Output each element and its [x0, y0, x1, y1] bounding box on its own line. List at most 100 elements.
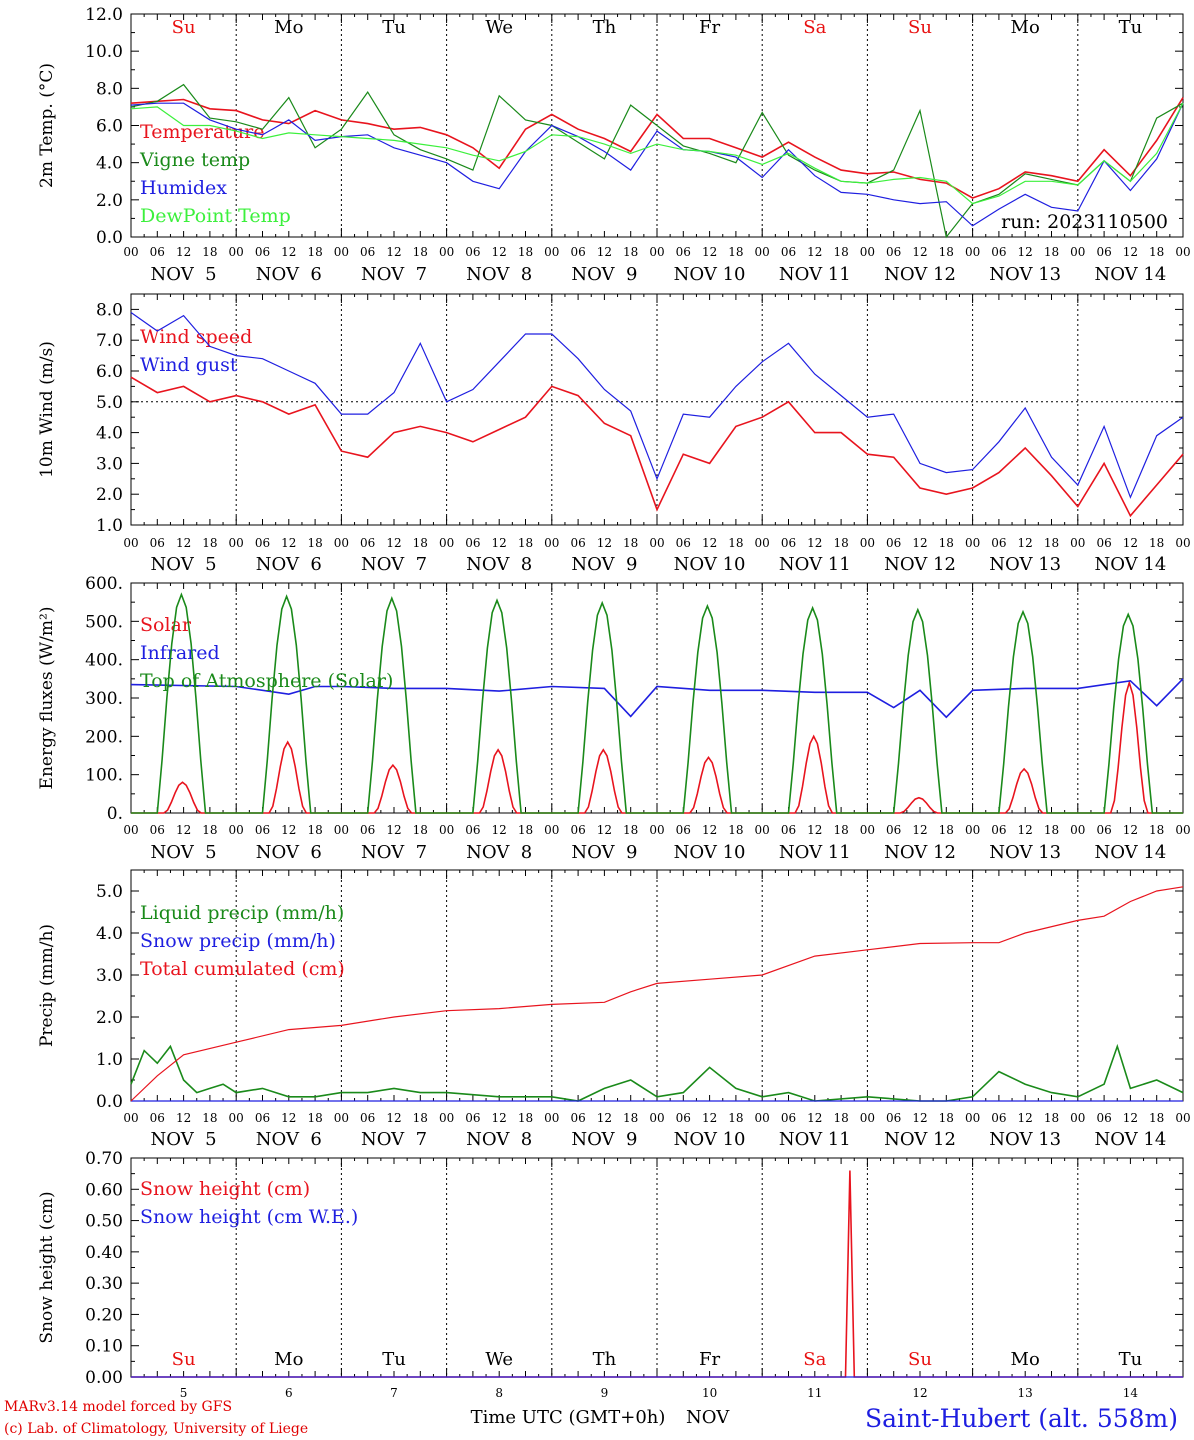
y-axis-label: Precip (mm/h) — [37, 924, 57, 1047]
y-tick-label: 0.40 — [85, 1243, 123, 1263]
legend-entry: DewPoint Temp — [140, 205, 291, 227]
hour-label: 00 — [544, 823, 559, 837]
date-label: NOV 6 — [256, 842, 322, 863]
hour-label: 12 — [492, 1111, 507, 1125]
hour-label: 18 — [413, 245, 428, 259]
hour-label: 12 — [1123, 1111, 1138, 1125]
y-axis-label: 2m Temp. (°C) — [37, 63, 57, 188]
hour-label: 12 — [492, 536, 507, 550]
hour-label: 00 — [1070, 823, 1085, 837]
hour-label: 12 — [176, 1111, 191, 1125]
hour-label: 18 — [623, 245, 638, 259]
hour-label: 00 — [334, 536, 349, 550]
hour-label: 12 — [492, 245, 507, 259]
hour-label: 18 — [1044, 536, 1059, 550]
y-tick-label: 0.0 — [96, 228, 123, 248]
y-tick-label: 12.0 — [85, 5, 123, 25]
hour-label: 00 — [860, 1111, 875, 1125]
hour-label: 00 — [229, 823, 244, 837]
month-label: NOV — [686, 1407, 730, 1428]
date-label: NOV 6 — [256, 1129, 322, 1150]
hour-label: 06 — [781, 823, 796, 837]
footer: MARv3.14 model forced by GFS (c) Lab. of … — [4, 1399, 1178, 1437]
hour-label: 06 — [1096, 1111, 1111, 1125]
hour-label: 18 — [307, 823, 322, 837]
day-label: Sa — [803, 17, 826, 38]
hour-label: 18 — [728, 536, 743, 550]
hour-label: 18 — [307, 1111, 322, 1125]
day-label: Th — [593, 17, 617, 38]
date-label: NOV 12 — [884, 842, 956, 863]
hour-label: 18 — [1044, 1111, 1059, 1125]
hour-label: 00 — [755, 536, 770, 550]
hour-label: 06 — [360, 1111, 375, 1125]
hour-label: 06 — [886, 245, 901, 259]
date-label: NOV 8 — [466, 264, 532, 285]
hour-label: 06 — [465, 823, 480, 837]
day-label: Tu — [1119, 1349, 1143, 1370]
y-tick-label: 600. — [85, 574, 123, 594]
hour-label: 00 — [755, 1111, 770, 1125]
hour-label: 00 — [1070, 245, 1085, 259]
hour-label: 12 — [1018, 823, 1033, 837]
day-number-label: 8 — [495, 1386, 503, 1400]
legend-entry: Vigne temp — [139, 149, 250, 171]
hour-label: 06 — [991, 536, 1006, 550]
hour-label: 06 — [465, 1111, 480, 1125]
hour-label: 06 — [1096, 245, 1111, 259]
hour-label: 06 — [255, 823, 270, 837]
day-number-label: 5 — [180, 1386, 188, 1400]
date-label: NOV 7 — [361, 554, 427, 575]
hour-label: 06 — [150, 1111, 165, 1125]
hour-label: 00 — [860, 245, 875, 259]
hour-label: 18 — [623, 1111, 638, 1125]
panel-energy: 0. 100. 200. 300. 400. 500. 600. Energy fluxes … — [37, 574, 1191, 863]
day-label: Su — [908, 1349, 932, 1370]
date-label: NOV 5 — [151, 554, 217, 575]
date-label: NOV 13 — [989, 842, 1061, 863]
hour-label: 12 — [807, 1111, 822, 1125]
day-label: Mo — [1011, 1349, 1040, 1370]
hour-label: 00 — [123, 823, 138, 837]
date-label: NOV 6 — [256, 264, 322, 285]
y-tick-label: 8.0 — [96, 300, 123, 320]
hour-label: 18 — [1149, 245, 1164, 259]
hour-label: 00 — [965, 536, 980, 550]
hour-label: 06 — [570, 823, 585, 837]
y-axis-label: Energy fluxes (W/m²) — [37, 607, 57, 790]
hour-label: 18 — [939, 1111, 954, 1125]
legend-entry: Liquid precip (mm/h) — [140, 902, 344, 924]
hour-label: 18 — [1149, 823, 1164, 837]
day-label: We — [485, 17, 513, 38]
hour-label: 06 — [991, 245, 1006, 259]
hour-label: 12 — [807, 823, 822, 837]
hour-label: 12 — [386, 1111, 401, 1125]
hour-label: 00 — [229, 536, 244, 550]
day-number-label: 9 — [601, 1386, 609, 1400]
hour-label: 00 — [755, 823, 770, 837]
hour-label: 18 — [728, 1111, 743, 1125]
hour-label: 00 — [544, 536, 559, 550]
day-label: Tu — [382, 1349, 406, 1370]
hour-label: 12 — [702, 1111, 717, 1125]
date-label: NOV 9 — [571, 842, 637, 863]
hour-label: 18 — [307, 536, 322, 550]
date-label: NOV 9 — [571, 1129, 637, 1150]
hour-label: 12 — [281, 245, 296, 259]
day-number-label: 12 — [912, 1386, 927, 1400]
hour-label: 00 — [649, 536, 664, 550]
series-line-top-of-atmosphere-solar — [131, 592, 1183, 814]
hour-label: 00 — [965, 245, 980, 259]
hour-label: 06 — [570, 536, 585, 550]
hour-label: 00 — [334, 1111, 349, 1125]
day-label: Fr — [699, 1349, 720, 1370]
date-label: NOV 13 — [989, 554, 1061, 575]
hour-label: 18 — [833, 245, 848, 259]
date-label: NOV 14 — [1094, 1129, 1166, 1150]
hour-label: 06 — [886, 1111, 901, 1125]
hour-label: 00 — [1175, 245, 1190, 259]
model-credit: MARv3.14 model forced by GFS — [4, 1399, 232, 1415]
hour-label: 00 — [123, 536, 138, 550]
y-tick-label: 0.0 — [96, 1092, 123, 1112]
hour-label: 06 — [676, 1111, 691, 1125]
